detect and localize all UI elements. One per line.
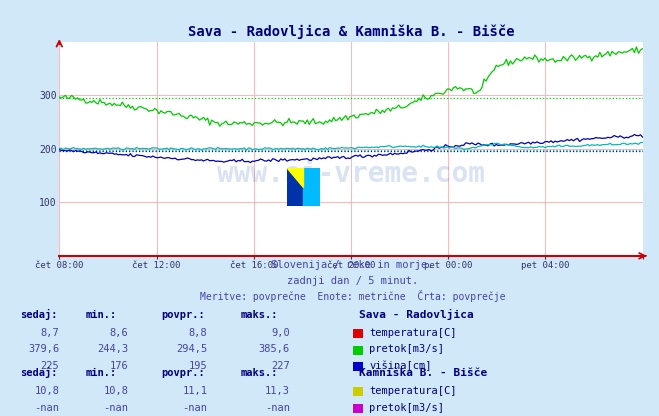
- Text: 294,5: 294,5: [177, 344, 208, 354]
- Text: povpr.:: povpr.:: [161, 369, 205, 379]
- Text: sedaj:: sedaj:: [20, 309, 57, 320]
- Text: 227: 227: [272, 361, 290, 371]
- Text: min.:: min.:: [86, 310, 117, 320]
- Text: Sava - Radovljica: Sava - Radovljica: [359, 309, 474, 320]
- Text: temperatura[C]: temperatura[C]: [369, 328, 457, 338]
- Bar: [287, 168, 303, 206]
- Text: 11,1: 11,1: [183, 386, 208, 396]
- Text: -nan: -nan: [183, 403, 208, 413]
- Text: sedaj:: sedaj:: [20, 367, 57, 379]
- Text: Kamniška B. - Bišče: Kamniška B. - Bišče: [359, 369, 488, 379]
- Text: -nan: -nan: [34, 403, 59, 413]
- Text: 9,0: 9,0: [272, 328, 290, 338]
- Bar: [303, 168, 320, 206]
- Title: Sava - Radovljica & Kamniška B. - Bišče: Sava - Radovljica & Kamniška B. - Bišče: [188, 25, 514, 39]
- Text: -nan: -nan: [103, 403, 129, 413]
- Text: 10,8: 10,8: [34, 386, 59, 396]
- Text: 10,8: 10,8: [103, 386, 129, 396]
- Text: pretok[m3/s]: pretok[m3/s]: [369, 403, 444, 413]
- Text: min.:: min.:: [86, 369, 117, 379]
- Text: višina[cm]: višina[cm]: [369, 361, 432, 371]
- Text: 244,3: 244,3: [98, 344, 129, 354]
- Text: 195: 195: [189, 361, 208, 371]
- Text: 11,3: 11,3: [265, 386, 290, 396]
- Polygon shape: [287, 168, 303, 187]
- Text: pretok[m3/s]: pretok[m3/s]: [369, 344, 444, 354]
- Text: maks.:: maks.:: [241, 310, 278, 320]
- Text: 379,6: 379,6: [28, 344, 59, 354]
- Text: maks.:: maks.:: [241, 369, 278, 379]
- Text: Meritve: povprečne  Enote: metrične  Črta: povprečje: Meritve: povprečne Enote: metrične Črta:…: [200, 290, 505, 302]
- Text: Slovenija / reke in morje.: Slovenija / reke in morje.: [272, 260, 434, 270]
- Text: 225: 225: [41, 361, 59, 371]
- Text: povpr.:: povpr.:: [161, 310, 205, 320]
- Text: www.si-vreme.com: www.si-vreme.com: [217, 161, 485, 188]
- Text: 385,6: 385,6: [259, 344, 290, 354]
- Text: 8,6: 8,6: [110, 328, 129, 338]
- Text: 176: 176: [110, 361, 129, 371]
- Text: -nan: -nan: [265, 403, 290, 413]
- Text: 8,7: 8,7: [41, 328, 59, 338]
- Text: zadnji dan / 5 minut.: zadnji dan / 5 minut.: [287, 276, 418, 286]
- Text: temperatura[C]: temperatura[C]: [369, 386, 457, 396]
- Text: 8,8: 8,8: [189, 328, 208, 338]
